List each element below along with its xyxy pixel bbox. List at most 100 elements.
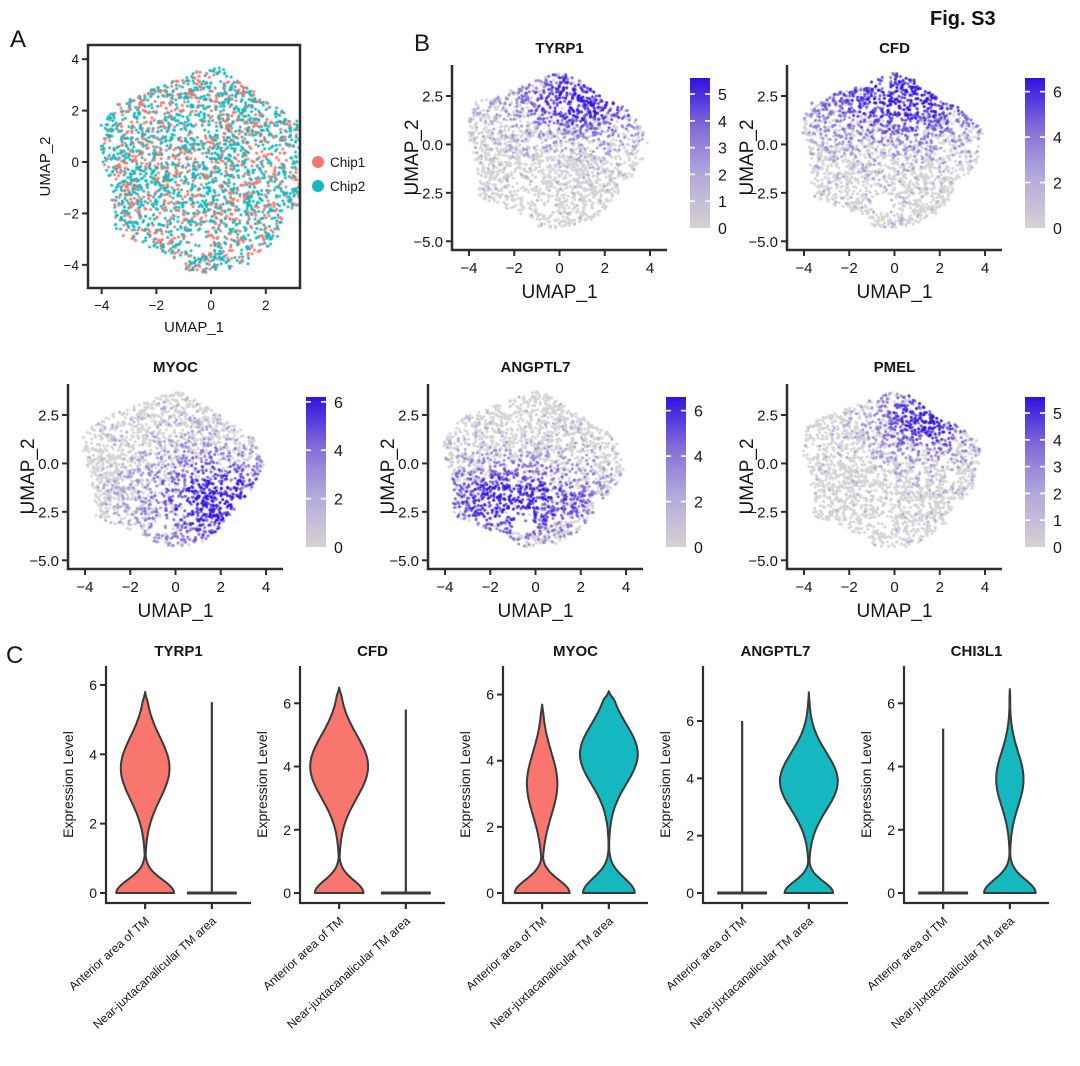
feature-scatter-canvas-CFD [787, 65, 1002, 250]
axes-lines [785, 65, 1002, 252]
violin-shape-ANGPTL7-2 [778, 691, 839, 894]
y-axis-label: UMAP_2 [37, 136, 54, 196]
y-tick-label: 0.0 [398, 456, 419, 473]
y-tick-label: 2.5 [757, 407, 778, 424]
colorbar-tick-label: 3 [1053, 460, 1062, 477]
feature-title-PMEL: PMEL [874, 359, 916, 376]
y-tick-label: −2.5 [413, 185, 443, 202]
x-tick-label: 2 [262, 298, 270, 313]
axes-lines [104, 666, 251, 905]
x-tick-label: −2 [122, 579, 139, 596]
expression-colorbar [1025, 397, 1045, 547]
violin-title-CFD: CFD [357, 643, 388, 660]
x-tick-label: 0 [531, 579, 539, 596]
axes-lines [298, 666, 445, 905]
x-tick-label: −4 [76, 579, 93, 596]
y-tick-label: 2.5 [757, 88, 778, 105]
violin-panel-CHI3L1: CHI3L1 0 2 4 6 Expression Level Anterior area … [856, 640, 1071, 1066]
y-axis-label: Expression Level [457, 731, 473, 838]
violin-panel-TYRP1: TYRP1 0 2 4 6 Expression Level Anterior area o… [58, 640, 273, 1066]
colorbar-tick-label: 2 [1053, 486, 1062, 503]
y-axis-label: UMAP_2 [737, 438, 758, 514]
y-tick-label: −2.5 [29, 504, 59, 521]
colorbar-tick-label: 0 [1053, 540, 1062, 557]
feature-title-ANGPTL7: ANGPTL7 [500, 359, 570, 376]
colorbar-tick-label: 4 [334, 443, 343, 460]
feature-panel-TYRP1: TYRP1 2.5 0.0 −2.5 −5.0 −4 −2 0 2 4 UMAP_1 UMAP_2 5 4… [402, 33, 747, 311]
x-tick-label: 0 [555, 260, 563, 277]
x-axis-label: UMAP_1 [164, 319, 224, 336]
category-label: Near-juxtacanalicular TM area [487, 914, 616, 1032]
y-tick-label: 4 [89, 746, 97, 762]
feature-axes-ANGPTL7: ANGPTL7 2.5 0.0 −2.5 −5.0 −4 −2 0 2 4 UMAP_1 UMAP_2… [378, 359, 703, 622]
y-tick-label: −5.0 [748, 234, 778, 251]
y-tick-label: 2 [486, 819, 494, 835]
y-tick-label: −2.5 [748, 185, 778, 202]
colorbar-tick-label: 0 [334, 540, 343, 557]
y-tick-label: 0.0 [757, 137, 778, 154]
y-tick-label: 6 [486, 687, 494, 703]
violin-title-CHI3L1: CHI3L1 [951, 643, 1003, 660]
plot-frame [86, 43, 302, 290]
y-tick-label: 4 [486, 753, 494, 769]
axes-lines [450, 65, 667, 252]
y-tick-label: 0 [283, 885, 291, 901]
y-axis-label: Expression Level [254, 731, 270, 838]
x-tick-label: 2 [936, 579, 944, 596]
colorbar-tick-label: 6 [1053, 85, 1062, 102]
umap-chip-panel: 4 2 0 −2 −4 −4 −2 0 2 UMAP_1 UMAP_2 Chip1 Chip2 [28, 20, 428, 352]
feature-scatter-canvas-MYOC [68, 384, 283, 569]
y-tick-label: 6 [89, 677, 97, 693]
colorbar-tick-label: 4 [718, 114, 727, 131]
feature-scatter-canvas-PMEL [787, 384, 1002, 569]
x-tick-label: 4 [262, 579, 270, 596]
y-tick-label: 2 [71, 104, 79, 119]
y-tick-label: 0 [686, 885, 694, 901]
y-tick-label: 0 [89, 885, 97, 901]
violin-shape-TYRP1-1 [115, 690, 176, 894]
y-tick-label: −2.5 [748, 504, 778, 521]
axes-lines [701, 666, 848, 905]
y-axis-label: UMAP_2 [18, 438, 39, 514]
x-tick-label: 0 [207, 298, 215, 313]
feature-axes-CFD: CFD 2.5 0.0 −2.5 −5.0 −4 −2 0 2 4 UMAP_1 UMAP_2 6 4 2 0 [737, 40, 1062, 303]
y-axis-label: UMAP_2 [402, 119, 423, 195]
x-tick-label: 2 [577, 579, 585, 596]
x-axis-label: UMAP_1 [856, 601, 932, 622]
y-tick-label: 4 [686, 770, 694, 786]
y-tick-label: 0.0 [422, 137, 443, 154]
y-tick-label: −2.5 [389, 504, 419, 521]
x-tick-label: 4 [622, 579, 630, 596]
y-tick-label: 6 [887, 695, 895, 711]
colorbar-tick-label: 2 [694, 495, 703, 512]
colorbar-tick-label: 3 [718, 141, 727, 158]
feature-axes-PMEL: PMEL 2.5 0.0 −2.5 −5.0 −4 −2 0 2 4 UMAP_1 UMAP_2 5 4 3… [737, 359, 1062, 622]
expression-colorbar [306, 397, 326, 547]
panel-label-b: B [414, 30, 431, 57]
y-tick-label: 0.0 [757, 456, 778, 473]
x-tick-label: −4 [94, 298, 110, 313]
y-tick-label: −5.0 [389, 553, 419, 570]
colorbar-tick-label: 2 [334, 492, 343, 509]
legend-label-chip2: Chip2 [330, 179, 365, 194]
x-tick-label: −2 [149, 298, 164, 313]
y-tick-label: −5.0 [29, 553, 59, 570]
y-tick-label: 6 [283, 695, 291, 711]
axes-lines [426, 384, 643, 571]
feature-axes-MYOC: MYOC 2.5 0.0 −2.5 −5.0 −4 −2 0 2 4 UMAP_1 UMAP_2 6 4 2… [18, 359, 343, 622]
category-label: Near-juxtacanalicular TM area [90, 914, 219, 1032]
legend-label-chip1: Chip1 [330, 155, 365, 170]
legend-dot-chip2 [312, 180, 324, 192]
category-label: Near-juxtacanalicular TM area [687, 914, 816, 1032]
x-axis-label: UMAP_1 [521, 282, 597, 303]
violin-panel-MYOC: MYOC 0 2 4 6 Expression Level Anterior area of… [455, 640, 670, 1066]
violin-title-ANGPTL7: ANGPTL7 [740, 643, 810, 660]
y-tick-label: 0 [887, 885, 895, 901]
colorbar-tick-label: 5 [718, 87, 727, 104]
violin-shape-CHI3L1-2 [983, 688, 1037, 894]
feature-axes-TYRP1: TYRP1 2.5 0.0 −2.5 −5.0 −4 −2 0 2 4 UMAP_1 UMAP_2 5 4… [402, 40, 727, 303]
x-tick-label: 2 [936, 260, 944, 277]
feature-title-CFD: CFD [879, 40, 910, 57]
y-tick-label: 2 [283, 822, 291, 838]
